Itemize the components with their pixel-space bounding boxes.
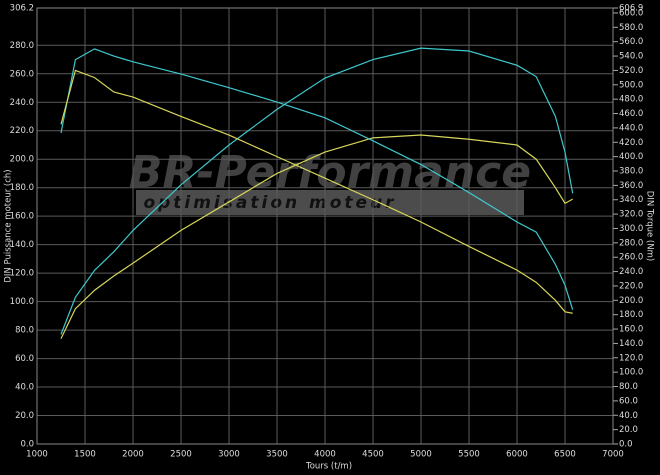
x-tick-label: 1000 bbox=[26, 450, 48, 460]
y-tick-label: 160.0 bbox=[10, 212, 34, 222]
data-line bbox=[60, 48, 574, 310]
x-tick-label: 5500 bbox=[458, 450, 480, 460]
y2-tick-label: 606.9 bbox=[619, 4, 643, 14]
y2-tick-label: 0.0 bbox=[619, 440, 633, 450]
y-tick-label: 240.0 bbox=[10, 98, 34, 108]
y-tick-label: 80.0 bbox=[15, 326, 34, 336]
y-tick-label: 60.0 bbox=[15, 354, 34, 364]
watermark-band bbox=[136, 190, 524, 215]
y2-tick-label: 520.0 bbox=[619, 66, 643, 76]
x-tick-label: 6000 bbox=[506, 450, 528, 460]
y2-tick-label: 20.0 bbox=[619, 425, 638, 435]
x-tick-label: 4000 bbox=[314, 450, 336, 460]
data-line bbox=[60, 47, 574, 335]
y2-axis-title: DIN Torque (Nm) bbox=[645, 191, 655, 261]
y2-tick-label: 160.0 bbox=[619, 325, 643, 335]
y2-tick-label: 100.0 bbox=[619, 368, 643, 378]
data-line bbox=[60, 69, 573, 314]
y-tick-label: 306.2 bbox=[10, 4, 34, 14]
y2-tick-label: 220.0 bbox=[619, 281, 643, 291]
y2-tick-label: 360.0 bbox=[619, 181, 643, 191]
x-tick-label: 3500 bbox=[266, 450, 288, 460]
y2-tick-label: 440.0 bbox=[619, 123, 643, 133]
y-tick-label: 0.0 bbox=[20, 440, 34, 450]
watermark-logo: BR-Performance bbox=[129, 147, 531, 198]
x-tick-label: 4500 bbox=[362, 450, 384, 460]
y2-tick-label: 560.0 bbox=[619, 37, 643, 47]
y-tick-label: 140.0 bbox=[10, 240, 34, 250]
y2-tick-label: 200.0 bbox=[619, 296, 643, 306]
y-axis-title: DIN Puissance moteur (ch) bbox=[4, 169, 14, 282]
y2-tick-label: 260.0 bbox=[619, 253, 643, 263]
y2-tick-label: 240.0 bbox=[619, 267, 643, 277]
y-tick-label: 40.0 bbox=[15, 383, 34, 393]
y2-tick-label: 460.0 bbox=[619, 109, 643, 119]
x-tick-label: 1500 bbox=[74, 450, 96, 460]
y-tick-label: 100.0 bbox=[10, 297, 34, 307]
y2-tick-label: 120.0 bbox=[619, 353, 643, 363]
y2-tick-label: 380.0 bbox=[619, 167, 643, 177]
y2-tick-label: 580.0 bbox=[619, 23, 643, 33]
x-tick-label: 5000 bbox=[410, 450, 432, 460]
y2-tick-label: 340.0 bbox=[619, 195, 643, 205]
y2-tick-label: 300.0 bbox=[619, 224, 643, 234]
y2-tick-label: 480.0 bbox=[619, 95, 643, 105]
y2-tick-label: 320.0 bbox=[619, 210, 643, 220]
watermark-slogan: optimisation moteur bbox=[143, 193, 396, 213]
data-line bbox=[60, 134, 573, 339]
y2-tick-label: 180.0 bbox=[619, 310, 643, 320]
y2-tick-label: 280.0 bbox=[619, 238, 643, 248]
y2-tick-label: 40.0 bbox=[619, 411, 638, 421]
y2-tick-label: 500.0 bbox=[619, 80, 643, 90]
x-tick-label: 6500 bbox=[554, 450, 576, 460]
y-tick-label: 280.0 bbox=[10, 41, 34, 51]
plot-frame bbox=[36, 7, 614, 445]
y2-tick-label: 600.0 bbox=[619, 8, 643, 18]
y-tick-label: 200.0 bbox=[10, 155, 34, 165]
x-tick-label: 2000 bbox=[122, 450, 144, 460]
y2-tick-label: 420.0 bbox=[619, 138, 643, 148]
y2-tick-label: 400.0 bbox=[619, 152, 643, 162]
y2-tick-label: 80.0 bbox=[619, 382, 638, 392]
x-tick-label: 2500 bbox=[170, 450, 192, 460]
y2-tick-label: 60.0 bbox=[619, 396, 638, 406]
y-tick-label: 120.0 bbox=[10, 269, 34, 279]
x-tick-label: 3000 bbox=[218, 450, 240, 460]
x-axis-title: Tours (t/m) bbox=[305, 462, 352, 472]
y-tick-label: 180.0 bbox=[10, 183, 34, 193]
y-tick-label: 20.0 bbox=[15, 411, 34, 421]
y2-tick-label: 140.0 bbox=[619, 339, 643, 349]
y-tick-label: 220.0 bbox=[10, 126, 34, 136]
y2-tick-label: 540.0 bbox=[619, 52, 643, 62]
x-tick-label: 7000 bbox=[602, 450, 624, 460]
y-tick-label: 260.0 bbox=[10, 69, 34, 79]
